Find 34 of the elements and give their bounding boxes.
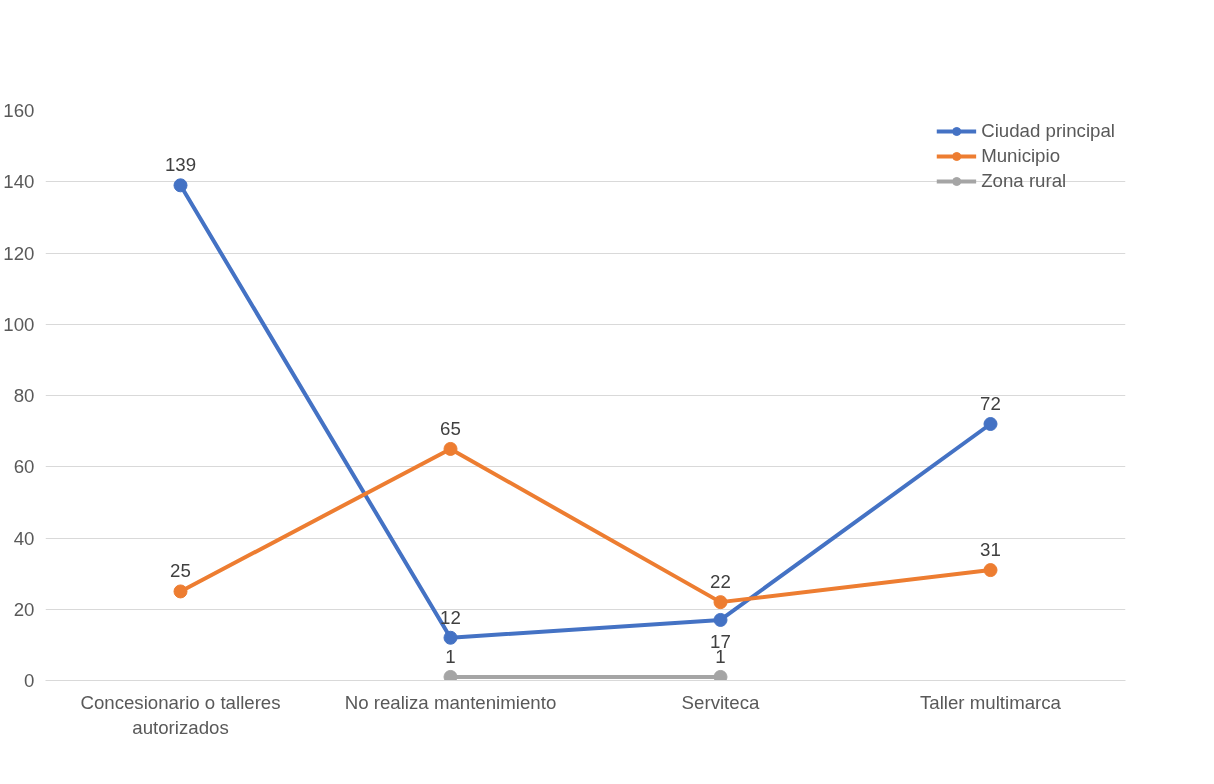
point <box>443 630 458 645</box>
point <box>983 563 998 578</box>
data-label: 1 <box>445 645 456 667</box>
legend-label: Ciudad principal <box>981 120 1115 142</box>
point <box>983 417 998 431</box>
x-tick-label: Concesionario o talleres autorizados <box>80 691 281 738</box>
data-label: 25 <box>170 560 191 582</box>
data-label: 31 <box>980 539 1001 561</box>
data-label: 22 <box>710 571 731 593</box>
point <box>713 669 728 681</box>
y-tick-label: 140 <box>3 171 35 193</box>
data-label: 65 <box>440 417 461 439</box>
x-tick-label: Taller multimarca <box>920 691 1062 713</box>
x-tick-label: Serviteca <box>681 691 761 713</box>
data-label: 139 <box>164 154 197 176</box>
data-label: 72 <box>980 393 1001 414</box>
point <box>443 441 458 456</box>
point <box>173 584 188 599</box>
point <box>443 669 458 681</box>
point <box>173 178 188 193</box>
point <box>713 612 728 627</box>
y-tick-label: 0 <box>24 670 35 691</box>
y-tick-label: 160 <box>3 100 35 121</box>
y-tick-label: 120 <box>3 242 35 264</box>
legend-label: Municipio <box>981 145 1061 167</box>
y-tick-label: 80 <box>13 385 35 406</box>
data-label: 12 <box>440 606 461 628</box>
x-tick-label: No realiza mantenimiento <box>344 691 557 713</box>
point <box>713 595 728 610</box>
y-tick-label: 40 <box>13 527 35 549</box>
y-tick-label: 60 <box>13 456 35 478</box>
y-tick-label: 20 <box>13 598 35 620</box>
legend-label: Zona rural <box>981 170 1067 192</box>
y-tick-label: 100 <box>3 313 35 335</box>
